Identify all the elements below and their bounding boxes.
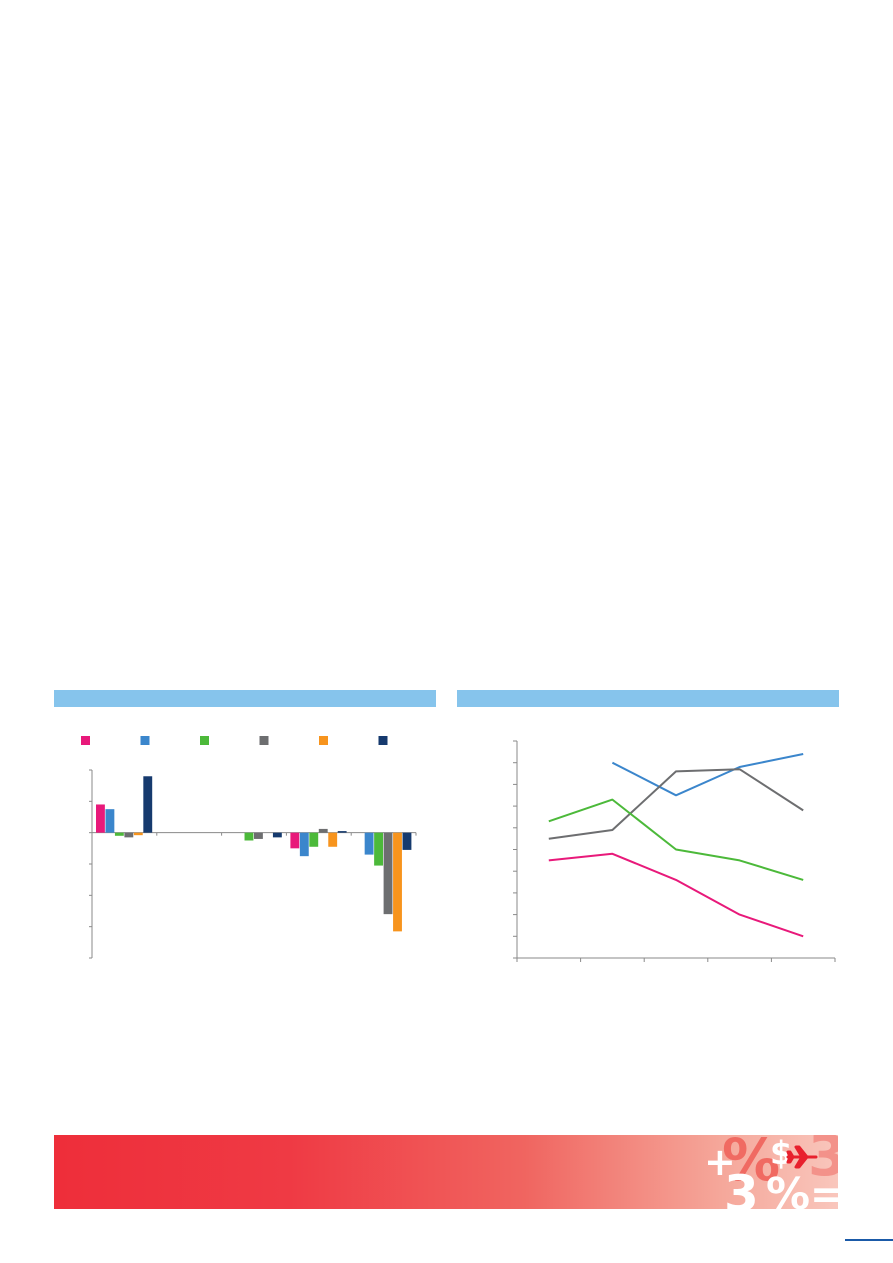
- line-series-2: [548, 768, 804, 840]
- banner-glyph-percent-bottom: %: [766, 1169, 811, 1210]
- banner-glyph-three-bottom: 3: [724, 1165, 759, 1209]
- bar-s3-c4: [309, 832, 319, 847]
- bar-s4-c1: [124, 832, 134, 838]
- bar-chart: [81, 736, 417, 959]
- legend-swatch-5: [319, 736, 328, 745]
- bar-s2-c4: [299, 832, 309, 857]
- bar-s3-c5: [374, 832, 383, 866]
- legend-swatch-3: [200, 736, 209, 745]
- page-footer-rule: [845, 1239, 893, 1241]
- line-series-1: [611, 753, 804, 797]
- bar-s3-c3: [244, 832, 254, 841]
- line-series-4: [548, 852, 804, 938]
- bar-s6-c3: [272, 832, 282, 838]
- bar-s3-c1: [114, 832, 124, 836]
- bar-s1-c4: [290, 832, 300, 849]
- banner-glyph-percent: %: [722, 1135, 781, 1194]
- bar-s4-c4: [318, 828, 328, 833]
- bar-s4-c5: [383, 832, 393, 915]
- bar-s5-c1: [133, 832, 143, 836]
- bar-s2-c1: [105, 809, 115, 833]
- banner-glyph-plus: +: [704, 1140, 736, 1184]
- airplane-icon: [786, 1145, 818, 1169]
- banner-glyph-dollar: $: [770, 1135, 793, 1172]
- line-series-3: [548, 798, 804, 881]
- banner-glyph-equals: =: [810, 1172, 838, 1209]
- decorative-banner: + % $ 3 3 % =: [54, 1135, 838, 1209]
- legend-swatch-6: [378, 736, 388, 745]
- line-chart: [513, 740, 836, 962]
- bar-s5-c5: [393, 832, 402, 932]
- banner-glyph-three-top: 3: [808, 1135, 838, 1189]
- bar-s1-c1: [96, 804, 105, 833]
- bar-chart-header: [54, 690, 436, 707]
- bar-s6-c1: [143, 776, 153, 833]
- bar-s6-c5: [402, 832, 412, 850]
- line-chart-header: [457, 690, 839, 707]
- bar-s5-c4: [328, 832, 338, 847]
- bar-s6-c4: [337, 831, 347, 833]
- legend-swatch-4: [259, 736, 269, 745]
- bar-s2-c5: [364, 832, 374, 855]
- legend-swatch-2: [140, 736, 150, 745]
- legend-swatch-1: [81, 736, 90, 745]
- bar-s4-c3: [254, 832, 263, 839]
